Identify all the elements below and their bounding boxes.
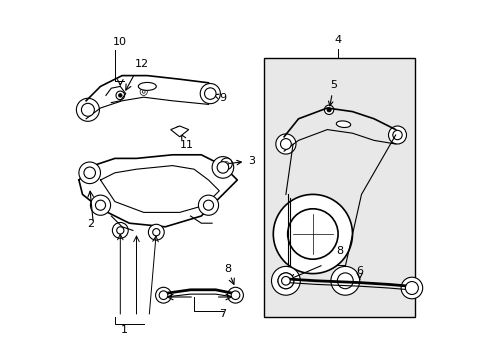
Circle shape	[326, 108, 330, 112]
Circle shape	[116, 91, 124, 100]
Circle shape	[273, 194, 352, 274]
Text: 9: 9	[213, 93, 226, 103]
Circle shape	[117, 227, 123, 234]
Circle shape	[337, 273, 352, 289]
Circle shape	[231, 291, 239, 300]
Circle shape	[227, 287, 243, 303]
Circle shape	[217, 162, 228, 173]
Circle shape	[277, 273, 293, 289]
Circle shape	[298, 220, 326, 248]
Circle shape	[142, 90, 145, 93]
Circle shape	[324, 105, 333, 114]
Text: 8: 8	[224, 264, 231, 274]
Circle shape	[330, 266, 359, 295]
Circle shape	[152, 229, 160, 236]
Circle shape	[280, 139, 291, 149]
Text: 5: 5	[328, 80, 337, 106]
Circle shape	[148, 224, 164, 240]
Circle shape	[405, 282, 418, 294]
Circle shape	[407, 284, 415, 292]
Circle shape	[159, 291, 167, 300]
Circle shape	[400, 277, 422, 299]
Circle shape	[271, 266, 300, 295]
Circle shape	[287, 209, 337, 259]
Circle shape	[140, 88, 147, 95]
Circle shape	[203, 200, 213, 210]
Circle shape	[200, 84, 220, 104]
Circle shape	[392, 130, 401, 140]
Circle shape	[277, 273, 293, 289]
Text: 3: 3	[229, 156, 255, 166]
Circle shape	[79, 162, 101, 184]
Circle shape	[84, 167, 95, 179]
Circle shape	[212, 157, 233, 178]
Polygon shape	[170, 126, 188, 137]
Circle shape	[76, 98, 99, 121]
Circle shape	[118, 94, 122, 97]
Text: 8: 8	[336, 246, 343, 256]
Text: 12: 12	[134, 59, 148, 69]
Circle shape	[281, 276, 289, 285]
Circle shape	[275, 134, 295, 154]
Text: 7: 7	[219, 309, 226, 319]
Circle shape	[204, 88, 216, 99]
Circle shape	[155, 287, 171, 303]
Circle shape	[387, 126, 406, 144]
Ellipse shape	[336, 121, 350, 127]
Circle shape	[198, 195, 218, 215]
Text: 4: 4	[334, 35, 341, 45]
Circle shape	[220, 158, 232, 170]
Text: 6: 6	[355, 266, 363, 276]
Text: 1: 1	[120, 325, 127, 335]
Circle shape	[112, 222, 128, 238]
Circle shape	[95, 200, 105, 210]
Circle shape	[224, 162, 228, 166]
Circle shape	[81, 103, 94, 116]
Text: 11: 11	[180, 134, 194, 150]
Ellipse shape	[138, 82, 156, 90]
Bar	[264, 58, 415, 317]
Circle shape	[90, 195, 110, 215]
Circle shape	[175, 127, 181, 132]
Text: 2: 2	[87, 219, 94, 229]
Text: 10: 10	[113, 37, 127, 47]
